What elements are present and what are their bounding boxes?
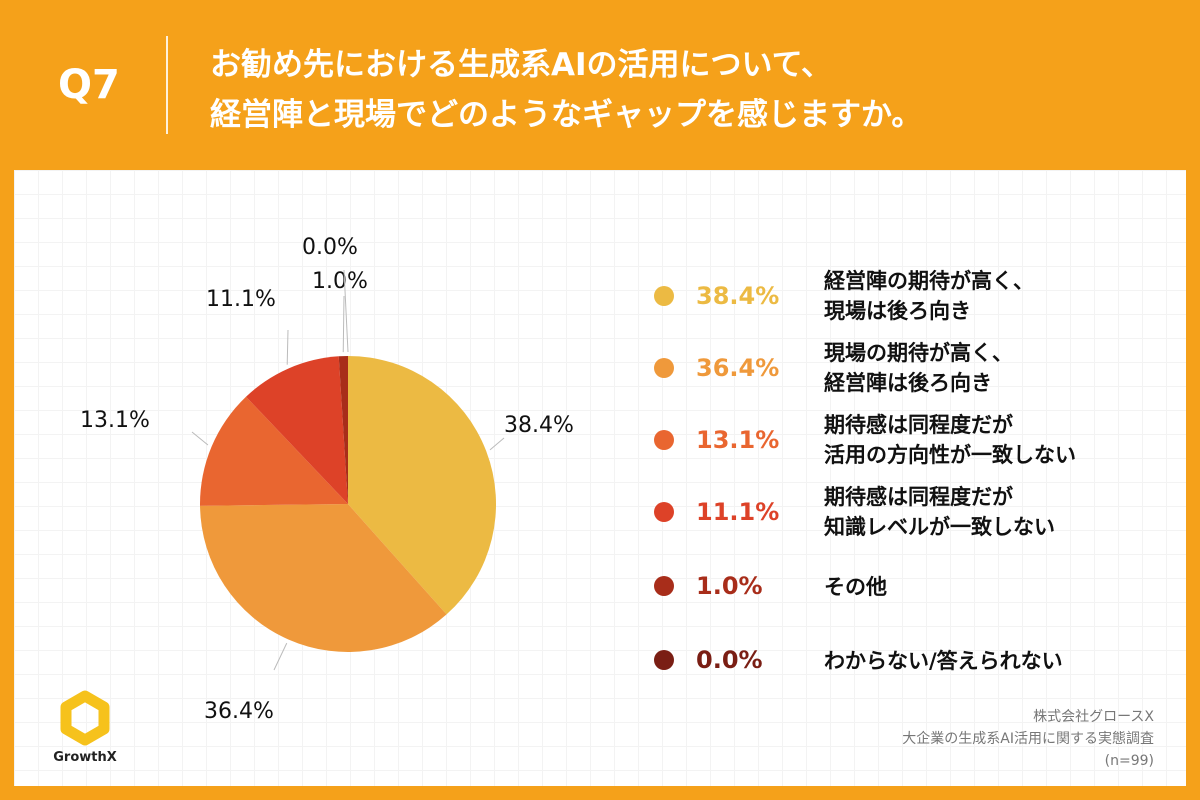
hexagon-logo-icon (60, 690, 110, 746)
legend-label-line: 経営陣の期待が高く、 (824, 269, 1034, 293)
pie-data-label: 36.4% (204, 699, 274, 724)
legend-percent: 36.4% (696, 354, 780, 382)
legend-dot (654, 650, 674, 670)
pie-slice (200, 396, 348, 506)
legend-label-line: わからない/答えられない (824, 649, 1063, 673)
legend-item: 11.1% 期待感は同程度だが 知識レベルが一致しない (654, 482, 1174, 542)
legend-dot (654, 502, 674, 522)
legend-label: 現場の期待が高く、 経営陣は後ろ向き (824, 338, 1164, 398)
legend-label: 期待感は同程度だが 知識レベルが一致しない (824, 482, 1164, 542)
content-panel: 38.4% 36.4% 13.1% 11.1% 1.0% 0.0% 38.4% 経営陣の期… (14, 170, 1186, 786)
credit-survey: 大企業の生成系AI活用に関する実態調査 (902, 731, 1154, 747)
legend-percent: 0.0% (696, 646, 763, 674)
pie-slice (338, 356, 348, 504)
legend-label: その他 (824, 572, 1164, 602)
legend-label: 期待感は同程度だが 活用の方向性が一致しない (824, 410, 1164, 470)
pie-data-label: 13.1% (80, 408, 150, 433)
legend-label-line: 知識レベルが一致しない (824, 515, 1055, 539)
legend-percent: 38.4% (696, 282, 780, 310)
legend-label-line: 活用の方向性が一致しない (824, 443, 1076, 467)
leader-line (286, 329, 289, 365)
title-line-2: 経営陣と現場でどのようなギャップを感じますか。 (210, 97, 923, 133)
legend-label-line: 現場は後ろ向き (824, 299, 971, 323)
leader-line (342, 295, 345, 353)
legend-label-line: その他 (824, 575, 887, 599)
question-label: Q7 (58, 62, 120, 108)
legend-item: 36.4% 現場の期待が高く、 経営陣は後ろ向き (654, 338, 1174, 398)
legend-label-line: 現場の期待が高く、 (824, 341, 1013, 365)
pie-data-label: 0.0% (302, 235, 358, 260)
pie-data-label: 38.4% (504, 413, 574, 438)
legend-item: 13.1% 期待感は同程度だが 活用の方向性が一致しない (654, 410, 1174, 470)
pie-data-label: 1.0% (312, 269, 368, 294)
header-divider (166, 36, 168, 134)
legend-percent: 13.1% (696, 426, 780, 454)
legend-label: わからない/答えられない (824, 646, 1164, 676)
logo-text: GrowthX (53, 750, 117, 765)
pie-slice (200, 504, 447, 652)
legend-dot (654, 358, 674, 378)
pie-data-label: 11.1% (206, 287, 276, 312)
legend-label: 経営陣の期待が高く、 現場は後ろ向き (824, 266, 1164, 326)
legend-dot (654, 576, 674, 596)
title-line-1: お勧め先における生成系AIの活用について、 (210, 47, 833, 83)
legend-dot (654, 286, 674, 306)
pie-slice (246, 356, 348, 504)
pie-slice (348, 356, 496, 615)
legend-label-line: 期待感は同程度だが (824, 485, 1013, 509)
legend-dot (654, 430, 674, 450)
growthx-logo: GrowthX (40, 690, 130, 770)
leader-line (273, 642, 288, 671)
source-credits: 株式会社グロースX 大企業の生成系AI活用に関する実態調査 (n=99) (794, 706, 1154, 772)
legend-item: 38.4% 経営陣の期待が高く、 現場は後ろ向き (654, 266, 1174, 326)
credit-sample: (n=99) (1104, 753, 1154, 769)
legend-percent: 11.1% (696, 498, 780, 526)
leader-line (343, 269, 349, 353)
header: Q7 お勧め先における生成系AIの活用について、 経営陣と現場でどのようなギャッ… (0, 0, 1200, 168)
legend-percent: 1.0% (696, 572, 763, 600)
pie-chart: 38.4% 36.4% 13.1% 11.1% 1.0% 0.0% (80, 235, 574, 724)
credit-company: 株式会社グロースX (1033, 709, 1154, 725)
page-title: お勧め先における生成系AIの活用について、 経営陣と現場でどのようなギャップを感… (210, 40, 1170, 140)
legend-label-line: 経営陣は後ろ向き (824, 371, 992, 395)
leader-line (191, 431, 209, 446)
legend-item: 0.0% わからない/答えられない (654, 630, 1174, 690)
legend-item: 1.0% その他 (654, 556, 1174, 616)
legend-label-line: 期待感は同程度だが (824, 413, 1013, 437)
leader-line (489, 437, 505, 451)
